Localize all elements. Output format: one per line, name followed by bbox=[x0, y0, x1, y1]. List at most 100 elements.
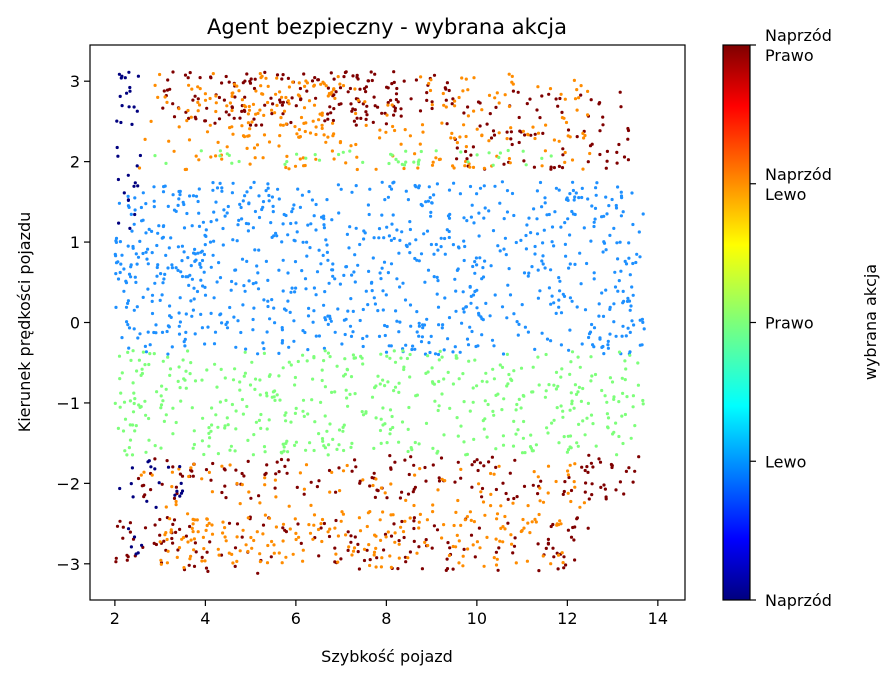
data-point bbox=[243, 109, 247, 113]
data-point bbox=[334, 518, 338, 523]
data-point bbox=[445, 567, 450, 571]
data-point bbox=[634, 260, 638, 265]
data-point bbox=[302, 414, 306, 418]
data-point bbox=[412, 503, 416, 508]
data-point bbox=[570, 158, 575, 162]
data-point bbox=[573, 558, 577, 562]
data-point bbox=[617, 400, 621, 404]
data-point bbox=[309, 222, 313, 226]
data-point bbox=[509, 137, 513, 141]
data-point bbox=[331, 262, 335, 266]
data-point bbox=[391, 425, 395, 430]
data-point bbox=[619, 269, 623, 273]
data-point bbox=[119, 120, 123, 125]
data-point bbox=[641, 398, 645, 403]
data-point bbox=[216, 452, 220, 456]
colorbar-tick-label: Prawo bbox=[765, 314, 814, 333]
data-point bbox=[583, 468, 587, 473]
data-point bbox=[160, 384, 164, 388]
data-point bbox=[492, 413, 496, 417]
data-point bbox=[391, 513, 395, 517]
data-point bbox=[489, 492, 493, 496]
data-point bbox=[373, 72, 377, 76]
data-point bbox=[424, 538, 428, 542]
data-point bbox=[480, 133, 484, 137]
data-point bbox=[153, 281, 157, 285]
data-point bbox=[284, 411, 288, 415]
data-point bbox=[620, 376, 624, 380]
data-point bbox=[312, 309, 316, 313]
data-point bbox=[614, 206, 619, 210]
data-point bbox=[191, 98, 195, 102]
data-point bbox=[370, 280, 374, 284]
data-point bbox=[244, 543, 248, 547]
data-point bbox=[358, 529, 363, 533]
data-point bbox=[631, 394, 636, 398]
data-point bbox=[399, 142, 403, 146]
data-point bbox=[192, 297, 196, 301]
data-point bbox=[581, 386, 585, 391]
data-point bbox=[409, 455, 413, 459]
data-point bbox=[236, 223, 240, 227]
data-point bbox=[605, 412, 610, 416]
data-point bbox=[220, 321, 224, 325]
data-point bbox=[281, 366, 285, 370]
data-point bbox=[399, 107, 403, 111]
data-point bbox=[536, 85, 540, 89]
data-point bbox=[406, 449, 410, 454]
data-point bbox=[333, 526, 337, 530]
data-point bbox=[546, 541, 551, 545]
data-point bbox=[314, 334, 318, 338]
data-point bbox=[216, 425, 220, 429]
data-point bbox=[510, 542, 514, 546]
data-point bbox=[572, 78, 577, 82]
data-point bbox=[610, 197, 614, 202]
data-point bbox=[580, 342, 584, 346]
data-point bbox=[309, 480, 313, 484]
data-point bbox=[349, 375, 354, 379]
data-point bbox=[140, 367, 144, 371]
data-point bbox=[251, 317, 255, 322]
data-point bbox=[437, 358, 441, 362]
data-point bbox=[294, 537, 298, 542]
data-point bbox=[616, 257, 620, 261]
data-point bbox=[420, 123, 425, 127]
data-point bbox=[211, 253, 215, 257]
data-point bbox=[396, 160, 400, 164]
data-point bbox=[419, 75, 423, 79]
data-point bbox=[278, 90, 282, 94]
data-point bbox=[126, 301, 130, 305]
data-point bbox=[378, 271, 382, 275]
data-point bbox=[261, 156, 265, 160]
data-point bbox=[323, 290, 327, 294]
data-point bbox=[370, 476, 374, 480]
data-point bbox=[444, 105, 448, 109]
data-point bbox=[432, 73, 437, 77]
data-point bbox=[444, 98, 448, 102]
data-point bbox=[603, 487, 608, 491]
data-point bbox=[306, 223, 310, 227]
data-point bbox=[403, 519, 407, 523]
data-point bbox=[336, 307, 340, 311]
data-point bbox=[305, 240, 309, 244]
data-point bbox=[471, 165, 476, 169]
data-point bbox=[409, 324, 413, 328]
data-point bbox=[408, 227, 412, 232]
data-point bbox=[454, 309, 458, 313]
data-point bbox=[352, 119, 356, 123]
data-point bbox=[538, 116, 542, 120]
data-point bbox=[114, 240, 118, 244]
data-point bbox=[511, 551, 515, 555]
data-point bbox=[328, 355, 332, 359]
data-point bbox=[612, 320, 616, 324]
data-point bbox=[475, 263, 479, 267]
data-point bbox=[472, 109, 476, 113]
data-point bbox=[350, 553, 354, 557]
data-point bbox=[526, 521, 530, 525]
data-point bbox=[462, 400, 466, 404]
data-point bbox=[289, 120, 293, 125]
data-point bbox=[235, 84, 239, 88]
data-point bbox=[205, 517, 209, 521]
data-point bbox=[524, 247, 529, 251]
